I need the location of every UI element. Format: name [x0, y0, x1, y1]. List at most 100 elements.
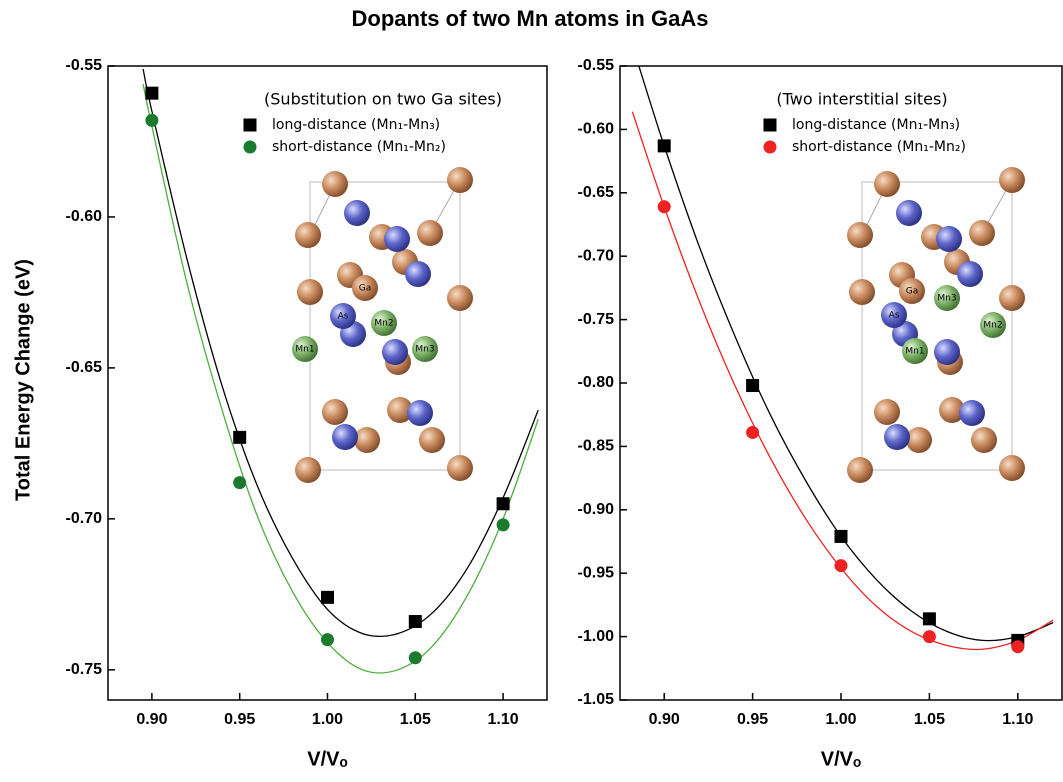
atom-ga: [847, 457, 873, 483]
atom-label: Mn3: [415, 345, 434, 355]
marker: [321, 590, 334, 604]
y-tick-label: -0.55: [578, 57, 615, 74]
atom-ga: [322, 171, 348, 197]
atom-ga: [354, 427, 380, 453]
y-tick-label: -0.65: [66, 359, 103, 376]
atom-label: Mn3: [937, 294, 956, 304]
plot-frame: [619, 65, 1063, 701]
marker: [746, 379, 760, 393]
atom-label: Ga: [359, 284, 372, 294]
atom-as: [934, 339, 960, 365]
atom: [980, 312, 1006, 338]
fit-curve: [631, 111, 1054, 651]
atom-ga: [999, 455, 1025, 481]
fit-curve: [638, 66, 1054, 642]
atom-label: As: [889, 311, 900, 321]
atom-ga: [297, 279, 323, 305]
atom-ga: [447, 285, 473, 311]
x-tick-label: 1.00: [825, 711, 856, 728]
atom-ga: [295, 457, 321, 483]
atom: [371, 310, 397, 336]
curves: [631, 66, 1054, 651]
y-tick-label: -0.75: [66, 661, 103, 678]
atom-as: [936, 226, 962, 252]
atom-as: [896, 200, 922, 226]
crystal-inset: Ga As Mn2 Mn1 Mn3: [292, 167, 473, 483]
y-tick-label: -0.65: [578, 184, 615, 201]
atom-as: [957, 261, 983, 287]
atom-ga: [447, 455, 473, 481]
crystal-frame: [861, 181, 1013, 471]
atom-ga: [999, 167, 1025, 193]
legend-label: long-distance (Mn₁-Mn₃): [792, 117, 960, 133]
marker: [408, 615, 422, 629]
marker: [145, 113, 159, 127]
atom-ga: [906, 427, 932, 453]
atom-ga: [419, 427, 445, 453]
marker: [834, 529, 848, 543]
curves: [142, 68, 539, 674]
atom: [292, 336, 318, 362]
y-tick-label: -0.70: [66, 510, 103, 527]
x-tick-label: 1.10: [1002, 711, 1033, 728]
atom-as: [384, 226, 410, 252]
marker: [233, 476, 247, 490]
x-tick-label: 1.05: [914, 711, 945, 728]
atom-ga: [874, 399, 900, 425]
atom-ga: [874, 171, 900, 197]
atom-ga: [847, 222, 873, 248]
marker: [496, 518, 510, 532]
atom-as: [344, 200, 370, 226]
x-tick-label: 1.00: [312, 711, 343, 728]
y-tick-label: -0.60: [66, 208, 103, 225]
atom-ga: [295, 222, 321, 248]
marker: [834, 559, 848, 573]
legend-marker: [243, 118, 257, 132]
atom-ga: [417, 220, 443, 246]
x-tick-label: 0.95: [737, 711, 768, 728]
atom-label: Ga: [906, 287, 919, 297]
y-tick-label: -0.55: [66, 57, 103, 74]
y-tick-label: -0.70: [578, 247, 615, 264]
marker: [233, 430, 247, 444]
atom-ga: [971, 427, 997, 453]
x-axis-label: V/Vₒ: [821, 748, 861, 770]
atom-label: Mn1: [295, 345, 314, 355]
annotation: (Substitution on two Ga sites): [264, 90, 502, 109]
marker: [1011, 640, 1025, 654]
atom: [330, 303, 356, 329]
atom-label: Mn2: [983, 321, 1002, 331]
y-axis-label: Total Energy Change (eV): [12, 259, 34, 501]
marker: [408, 651, 422, 665]
x-axis-label: V/Vₒ: [307, 748, 347, 770]
atom: [899, 278, 925, 304]
marker: [657, 139, 671, 153]
atom-ga: [999, 285, 1025, 311]
y-tick-label: -0.85: [578, 438, 615, 455]
atom-label: As: [338, 312, 349, 322]
atom-label: Mn1: [905, 347, 924, 357]
plot-frame: [107, 65, 548, 701]
annotation: (Two interstitial sites): [776, 90, 947, 109]
marker: [746, 425, 760, 439]
panel: Ga As Mn3 Mn1 Mn2 -0.55 -0.60 -0.65 -0.70 -0.75 -0…: [578, 57, 1063, 770]
x-tick-label: 1.10: [488, 711, 519, 728]
marker: [922, 612, 936, 626]
atom: [934, 285, 960, 311]
y-tick-label: -0.75: [578, 311, 615, 328]
y-tick-label: -0.80: [578, 374, 615, 391]
x-tick-label: 1.05: [400, 711, 431, 728]
y-tick-label: -0.60: [578, 121, 615, 138]
crystal-inset: Ga As Mn3 Mn1 Mn2: [847, 167, 1025, 483]
atom-ga: [322, 399, 348, 425]
atom-as: [382, 339, 408, 365]
atom-as: [884, 424, 910, 450]
atom: [352, 275, 378, 301]
marker: [321, 633, 334, 647]
x-tick-label: 0.95: [224, 711, 255, 728]
fit-curve: [142, 68, 539, 638]
legend-label: short-distance (Mn₁-Mn₂): [792, 139, 966, 155]
marker: [922, 630, 936, 644]
marker: [145, 86, 159, 100]
